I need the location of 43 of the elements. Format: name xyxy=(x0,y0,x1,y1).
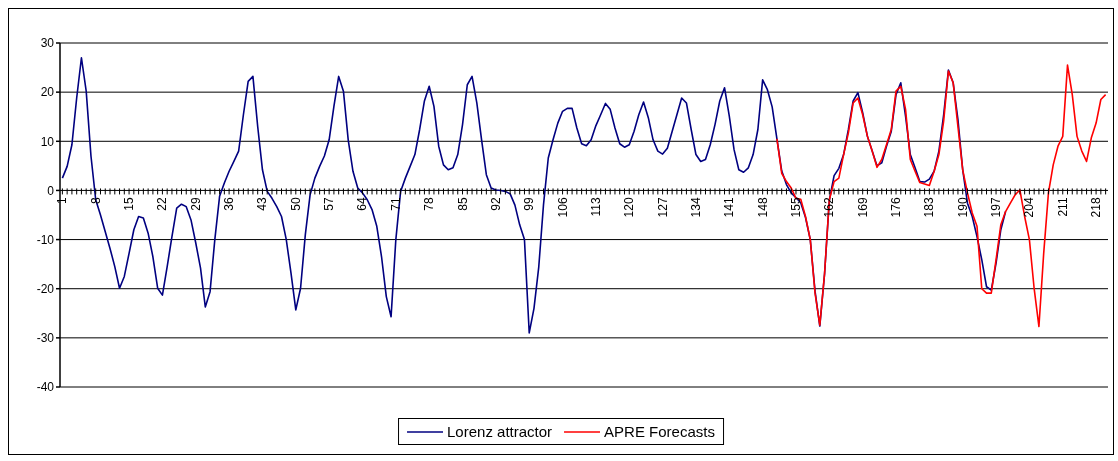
x-tick-label: 71 xyxy=(388,197,403,211)
y-tick-label: 0 xyxy=(47,183,55,198)
x-tick-label: 197 xyxy=(989,197,1004,218)
x-tick-label: 120 xyxy=(622,197,637,218)
x-tick-label: 127 xyxy=(655,197,670,218)
legend-label: APRE Forecasts xyxy=(604,423,715,440)
x-tick-label: 141 xyxy=(722,197,737,218)
legend-label: Lorenz attractor xyxy=(447,423,553,440)
x-tick-label: 169 xyxy=(855,197,870,218)
x-tick-label: 155 xyxy=(788,197,803,218)
y-tick-label: -30 xyxy=(36,331,55,346)
x-tick-label: 134 xyxy=(688,197,703,218)
x-tick-label: 148 xyxy=(755,197,770,218)
x-tick-label: 57 xyxy=(322,197,337,211)
x-tick-label: 36 xyxy=(222,197,237,211)
x-tick-label: 8 xyxy=(88,197,103,205)
x-tick-label: 50 xyxy=(288,197,303,211)
x-tick-label: 204 xyxy=(1022,197,1037,218)
x-tick-label: 15 xyxy=(122,197,137,211)
x-tick-label: 183 xyxy=(922,197,937,218)
x-tick-label: 85 xyxy=(455,197,470,211)
y-tick-label: -40 xyxy=(36,380,55,395)
y-tick-label: -10 xyxy=(36,232,55,247)
x-tick-label: 64 xyxy=(355,197,370,211)
x-tick-label: 78 xyxy=(422,197,437,211)
x-tick-label: 22 xyxy=(155,197,170,211)
y-tick-label: 20 xyxy=(40,85,55,100)
y-tick-label: -20 xyxy=(36,281,55,296)
x-tick-label: 1 xyxy=(55,197,70,205)
x-tick-label: 99 xyxy=(522,197,537,211)
x-tick-label: 43 xyxy=(255,197,270,211)
line-series xyxy=(776,64,1107,328)
y-tick-label: 10 xyxy=(40,134,55,149)
x-tick-label: 113 xyxy=(588,197,603,217)
x-tick-label: 176 xyxy=(889,197,904,218)
x-tick-label: 218 xyxy=(1089,197,1104,218)
x-tick-label: 162 xyxy=(822,197,837,218)
y-tick-label: 30 xyxy=(40,36,55,51)
x-tick-label: 211 xyxy=(1055,197,1070,217)
x-tick-label: 29 xyxy=(188,197,203,211)
x-tick-label: 92 xyxy=(488,197,503,211)
x-tick-label: 106 xyxy=(555,197,570,218)
x-tick-label: 190 xyxy=(955,197,970,218)
